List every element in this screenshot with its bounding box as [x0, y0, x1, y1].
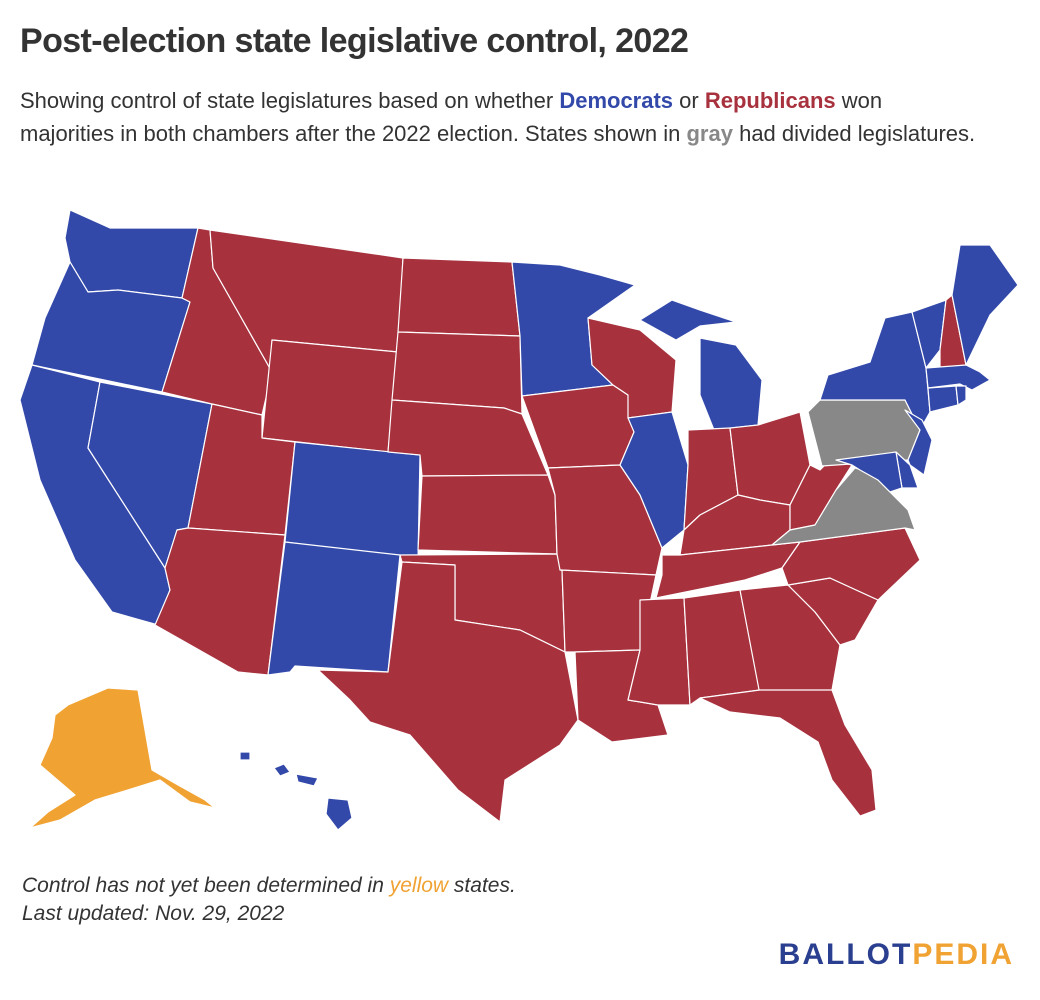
- subtitle-text-3: won majorities in both chambers after th…: [20, 88, 883, 146]
- us-state-map: [19, 209, 1019, 831]
- state-connecticut: [927, 385, 959, 413]
- subtitle-text-1: Showing control of state legislatures ba…: [20, 88, 560, 113]
- state-michigan-lower: [699, 337, 763, 431]
- state-maryland: [835, 451, 903, 493]
- state-maine: [951, 244, 1019, 366]
- subtitle-text-2: or: [673, 88, 705, 113]
- state-alaska: [29, 687, 216, 829]
- state-texas: [317, 561, 579, 823]
- chart-subtitle: Showing control of state legislatures ba…: [20, 84, 980, 150]
- logo-part-ballot: BALLOT: [778, 938, 913, 971]
- state-hawaii-oahu: [273, 763, 291, 777]
- state-washington: [64, 209, 199, 299]
- state-hawaii-maui: [295, 773, 319, 787]
- note-text-1: Control has not yet been determined in: [22, 874, 390, 897]
- state-florida: [699, 689, 877, 817]
- state-michigan-upper: [639, 299, 737, 341]
- state-kansas: [417, 474, 558, 555]
- undetermined-legend-word: yellow: [389, 874, 449, 897]
- state-rhode-island: [955, 385, 967, 406]
- footer-note: Control has not yet been determined in y…: [22, 872, 516, 928]
- state-wyoming: [261, 339, 399, 453]
- state-illinois: [619, 411, 689, 549]
- state-hawaii-big: [325, 797, 353, 831]
- state-hawaii-kauai: [239, 751, 251, 761]
- note-text-2: states.: [448, 874, 516, 897]
- democrats-legend-word: Democrats: [559, 88, 674, 113]
- state-colorado: [284, 441, 421, 561]
- chart-title: Post-election state legislative control,…: [20, 22, 689, 60]
- last-updated: Last updated: Nov. 29, 2022: [22, 902, 285, 925]
- divided-legend-word: gray: [686, 121, 733, 146]
- state-new-jersey: [904, 409, 933, 476]
- state-north-dakota: [397, 257, 521, 337]
- state-arizona: [154, 527, 286, 676]
- republicans-legend-word: Republicans: [704, 88, 836, 113]
- logo-part-pedia: PEDIA: [912, 938, 1014, 971]
- subtitle-text-4: had divided legislatures.: [732, 121, 976, 146]
- state-new-mexico: [267, 541, 401, 676]
- ballotpedia-logo: BALLOTPEDIA: [779, 938, 1014, 972]
